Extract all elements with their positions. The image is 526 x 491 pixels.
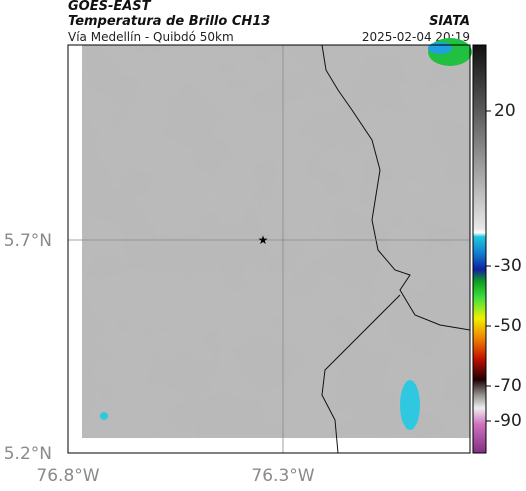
colorbar-label: -30 — [494, 256, 522, 276]
lat-label: 5.2°N — [4, 444, 52, 464]
title: GOES-EAST — [68, 0, 152, 14]
lat-label: 5.7°N — [4, 231, 52, 251]
source: SIATA — [429, 14, 470, 29]
colorbar-label: -50 — [494, 316, 522, 336]
colorbar: 20 -30 -50 -70 -90 — [472, 44, 522, 454]
svg-text:★: ★ — [258, 233, 269, 247]
colorbar-label: -90 — [494, 411, 522, 431]
colorbar-label: 20 — [494, 101, 516, 121]
region: Vía Medellín - Quibdó 50km — [68, 30, 234, 44]
lon-label: 76.3°W — [251, 466, 314, 486]
subtitle: Temperatura de Brillo CH13 — [68, 14, 270, 29]
colorbar-label: -70 — [494, 376, 522, 396]
map: ★ — [67, 38, 472, 454]
lon-label: 76.8°W — [36, 466, 99, 486]
